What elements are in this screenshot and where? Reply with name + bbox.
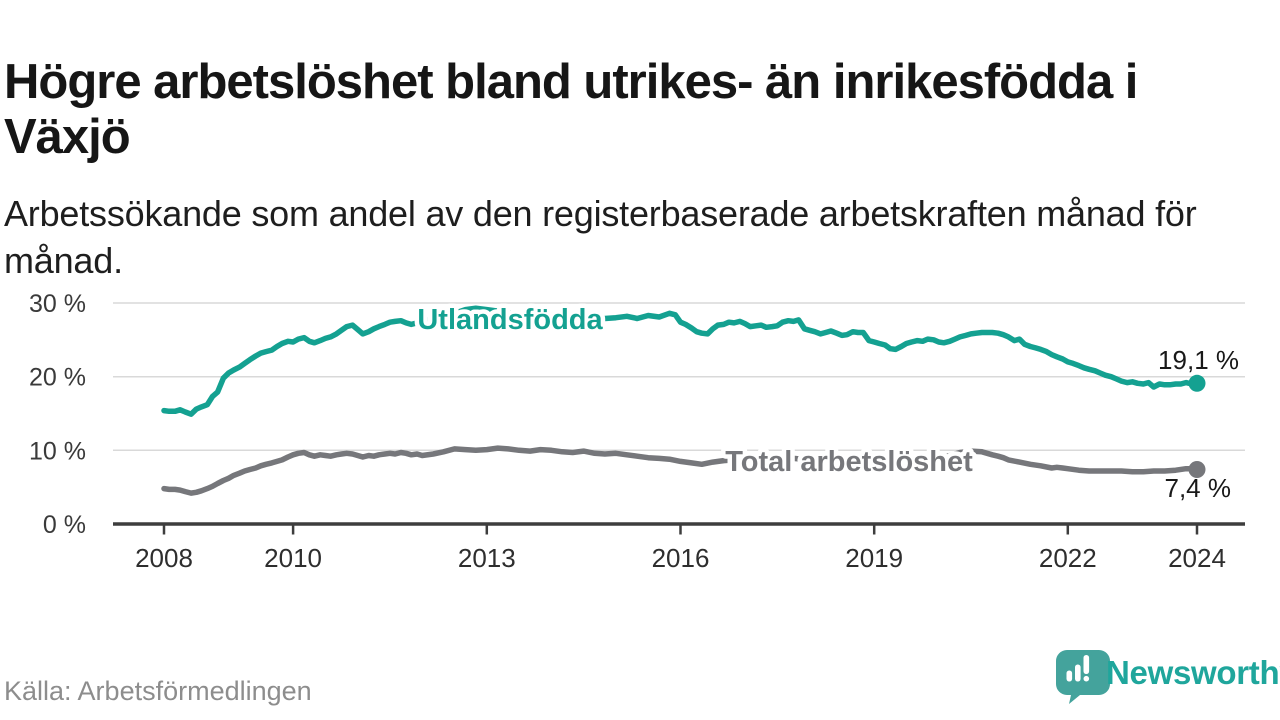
- end-dot-utlandsfodda: [1188, 374, 1206, 392]
- end-value-label-total-arbetsloshet: 7,4 %: [1165, 473, 1232, 503]
- y-tick-label: 30 %: [29, 290, 86, 318]
- logo-bar-1: [1066, 670, 1073, 682]
- x-tick-label: 2008: [135, 543, 193, 573]
- series-line-total-arbetsloshet: [161, 445, 1200, 496]
- brand-wordmark: Newsworthy: [1106, 654, 1280, 691]
- logo-exclamation-dot: [1083, 675, 1090, 682]
- page-title: Högre arbetslöshet bland utrikes- än inr…: [4, 54, 1138, 164]
- x-tick-label: 2022: [1039, 543, 1097, 573]
- end-dot-total-arbetsloshet: [1188, 461, 1206, 478]
- x-tick-label: 2013: [458, 543, 516, 573]
- y-tick-label: 0 %: [43, 511, 86, 539]
- series-label-utlandsfodda: Utlandsfödda: [417, 304, 603, 336]
- y-tick-label: 10 %: [29, 437, 86, 465]
- speech-bubble-shape: [1056, 650, 1110, 704]
- source-attribution: Källa: Arbetsförmedlingen: [4, 676, 312, 706]
- series-line-utlandsfodda: [161, 305, 1200, 417]
- x-tick-label: 2019: [845, 543, 903, 573]
- y-tick-label: 20 %: [29, 364, 86, 392]
- logo-bar-2: [1075, 664, 1081, 682]
- logo-exclamation-bar: [1083, 655, 1090, 674]
- end-value-label-utlandsfodda: 19,1 %: [1158, 345, 1239, 375]
- series-label-total-arbetsloshet: Total arbetslöshet: [725, 446, 973, 478]
- x-tick-label: 2024: [1168, 543, 1226, 573]
- newsworthy-logo-icon: [1056, 650, 1110, 704]
- x-tick-label: 2016: [652, 543, 710, 573]
- page-subtitle: Arbetssökande som andel av den registerb…: [4, 193, 1197, 281]
- x-tick-label: 2010: [264, 543, 322, 573]
